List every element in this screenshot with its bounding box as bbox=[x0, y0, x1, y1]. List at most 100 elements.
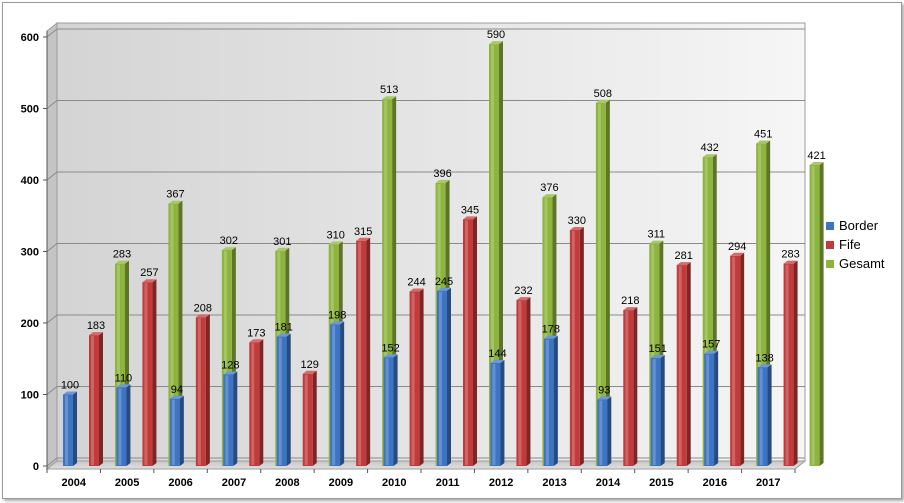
bar-highlight bbox=[411, 292, 415, 465]
bar-side bbox=[393, 354, 398, 466]
data-label: 376 bbox=[540, 182, 558, 194]
bar-side bbox=[259, 339, 264, 466]
gridline-side bbox=[46, 171, 58, 181]
bar-top bbox=[437, 287, 451, 291]
data-label: 432 bbox=[701, 142, 719, 154]
data-label: 421 bbox=[807, 150, 825, 162]
bar-border-2010 bbox=[383, 354, 398, 466]
bar-side bbox=[579, 227, 584, 466]
bar-chart: 0 100 200 300 400 500 600 100 183 283 110 257 367 94… bbox=[21, 21, 885, 489]
bar-side bbox=[499, 41, 503, 467]
bar-border-2007 bbox=[223, 371, 238, 466]
bar-top bbox=[276, 333, 291, 337]
bar-top bbox=[383, 354, 398, 358]
bar-highlight bbox=[171, 399, 175, 465]
bar-side bbox=[286, 333, 291, 466]
bar-top bbox=[221, 247, 236, 251]
bar-border-2005 bbox=[116, 384, 131, 466]
bar-top bbox=[328, 241, 343, 245]
data-label: 245 bbox=[435, 276, 453, 288]
x-tick-label: 2008 bbox=[275, 477, 299, 489]
bar-highlight bbox=[625, 311, 629, 465]
data-label: 93 bbox=[598, 385, 610, 397]
bar-top bbox=[809, 161, 824, 165]
bar-highlight bbox=[91, 336, 94, 465]
bar-highlight bbox=[758, 144, 762, 465]
bar-top bbox=[223, 371, 238, 375]
bar-top bbox=[516, 297, 531, 301]
data-label: 311 bbox=[648, 229, 666, 241]
bar-border-2017 bbox=[757, 364, 772, 466]
x-tick-label: 2011 bbox=[436, 477, 460, 489]
bar-highlight bbox=[599, 400, 603, 465]
data-label: 257 bbox=[140, 267, 158, 279]
bar-side bbox=[340, 321, 345, 466]
x-tick-label: 2010 bbox=[382, 477, 406, 489]
legend-swatch-gesamt bbox=[826, 260, 834, 268]
bar-top bbox=[169, 395, 184, 399]
bar-top bbox=[382, 96, 397, 100]
data-label: 183 bbox=[87, 320, 105, 332]
y-tick-label: 200 bbox=[21, 318, 39, 330]
gridline-side bbox=[46, 386, 58, 395]
side-wall bbox=[46, 21, 58, 471]
bar-side bbox=[366, 237, 371, 466]
bar-side bbox=[126, 384, 131, 466]
data-label: 301 bbox=[273, 236, 291, 248]
bar-top bbox=[490, 360, 505, 364]
bar-fife-2009 bbox=[356, 237, 371, 466]
bar-fife-2007 bbox=[249, 339, 264, 466]
bar-side bbox=[686, 262, 691, 466]
y-axis: 0 100 200 300 400 500 600 bbox=[21, 31, 48, 473]
data-label: 367 bbox=[166, 189, 184, 201]
bar-gesamt-2013 bbox=[595, 99, 610, 466]
bar-side bbox=[607, 396, 612, 466]
bar-top bbox=[623, 307, 638, 311]
bar-top bbox=[783, 260, 798, 264]
bar-top bbox=[409, 288, 424, 292]
bar-highlight bbox=[732, 256, 736, 465]
data-label: 152 bbox=[381, 342, 399, 354]
data-label: 208 bbox=[194, 302, 212, 314]
bar-highlight bbox=[225, 375, 229, 465]
bar-highlight bbox=[651, 244, 655, 465]
x-axis: 2004 2005 2006 2007 2008 2009 2010 2011 2012 2013… bbox=[46, 469, 796, 489]
data-label: 451 bbox=[754, 129, 772, 141]
bar-highlight bbox=[491, 45, 494, 466]
bar-highlight bbox=[65, 395, 68, 465]
bar-gesamt-2017 bbox=[809, 161, 824, 467]
data-label: 310 bbox=[327, 229, 345, 241]
bar-gesamt-2011 bbox=[489, 41, 503, 467]
bar-side bbox=[526, 297, 531, 466]
data-label: 178 bbox=[542, 324, 560, 336]
data-label: 110 bbox=[115, 372, 133, 384]
bar-side bbox=[205, 314, 210, 466]
legend-label-border: Border bbox=[839, 218, 879, 233]
bar-border-2012 bbox=[490, 360, 505, 466]
bar-top bbox=[142, 279, 157, 283]
data-label: 173 bbox=[247, 327, 265, 339]
bar-side bbox=[633, 307, 638, 466]
bar-fife-2004 bbox=[89, 332, 103, 466]
bar-top bbox=[650, 355, 665, 359]
bar-top bbox=[730, 252, 745, 256]
bar-top bbox=[595, 99, 610, 103]
data-label: 128 bbox=[221, 359, 239, 371]
gridline-side bbox=[46, 100, 58, 109]
bar-highlight bbox=[223, 251, 227, 465]
bar-fife-2008 bbox=[302, 370, 317, 466]
bar-top bbox=[195, 314, 210, 318]
bar-top bbox=[757, 364, 772, 368]
bar-highlight bbox=[597, 103, 601, 465]
bar-highlight bbox=[571, 231, 575, 465]
bar-top bbox=[649, 240, 664, 244]
legend: Border Fife Gesamt bbox=[826, 218, 885, 271]
bar-highlight bbox=[545, 339, 549, 465]
data-label: 302 bbox=[220, 235, 238, 247]
bar-side bbox=[99, 332, 103, 466]
bar-top bbox=[597, 396, 612, 400]
bar-top bbox=[115, 260, 129, 264]
data-label: 244 bbox=[407, 277, 425, 289]
x-tick-label: 2017 bbox=[756, 477, 780, 489]
